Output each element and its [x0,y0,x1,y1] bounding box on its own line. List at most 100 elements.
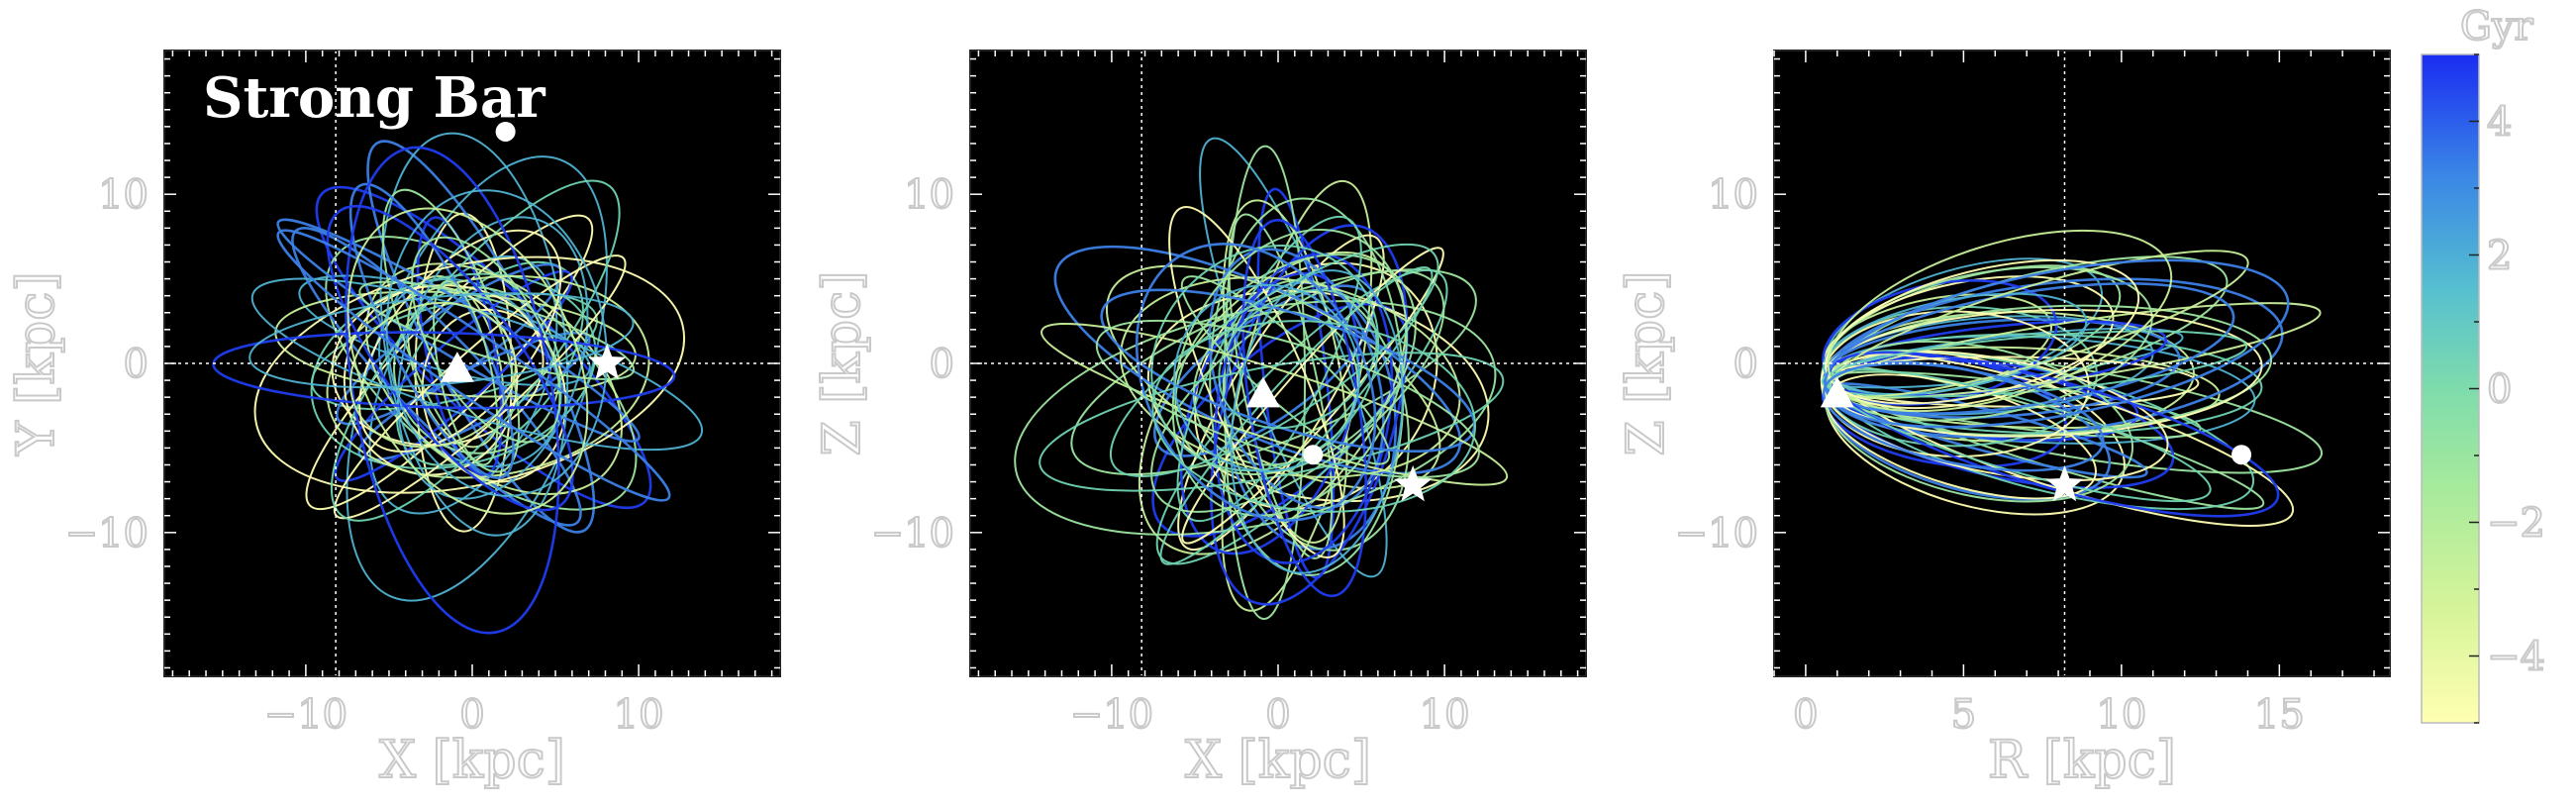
panel-xy: −10 0 10 −10 0 10 Strong Bar X [kpc] Y [kpc] [6,50,781,791]
x-tick-label: 0 [459,692,484,738]
orbit-loop [381,188,521,473]
orbit-loop [326,274,650,479]
triangle-marker [1820,376,1854,408]
orbit-loop [1218,289,1378,430]
orbit-loop [348,182,515,479]
circle-marker [2231,445,2252,465]
x-axis-label-xz: X [kpc] [1185,731,1371,790]
x-axis-label-xy: X [kpc] [379,731,565,790]
orbit-loop [1825,258,2140,405]
colorbar: Gyr 4 2 0 −2 −4 [2421,3,2546,724]
y-axis-label-xy: Y [kpc] [7,271,66,455]
orbit-loop [1228,213,1334,559]
orbit-loop [212,331,676,410]
orbit-loop [330,179,621,522]
y-tick-label: −10 [65,511,149,556]
orbit-loop [1822,361,2105,472]
orbit-loop [396,216,589,500]
y-axis-label-xz: Z [kpc] [813,270,872,455]
orbit-loop [1168,206,1345,559]
colorbar-tick-label: 2 [2487,234,2512,279]
colorbar-tick-label: −2 [2487,501,2545,547]
orbit-loop [348,301,517,449]
orbit-loop [1230,269,1404,574]
y-tick-label: 10 [98,172,149,218]
triangle-marker [1245,376,1280,408]
x-tick-label: 0 [1265,692,1290,738]
x-tick-label: 10 [1420,692,1470,738]
ticks-xz: −10 0 10 −10 0 10 [870,50,1587,739]
orbit-loop [276,229,671,502]
orbit-loop [1100,288,1476,454]
panel-rz: 0 5 10 15 −10 0 10 R [kpc] Z [kpc] [1616,50,2391,791]
sun-star-marker [2045,465,2084,502]
y-tick-label: 0 [1734,342,1758,387]
orbit-loop [1199,137,1388,578]
orbit-loop [1173,283,1361,472]
y-tick-label: −10 [1675,511,1758,556]
orbit-loop [1109,243,1439,477]
ticks-xy: −10 0 10 −10 0 10 [64,50,781,739]
markers-xz [1245,376,1433,502]
orbit-loop [1146,289,1490,503]
reference-lines-xy [164,50,780,676]
orbit-loop [416,216,503,477]
circle-marker [495,121,516,142]
orbit-loop [1208,248,1385,510]
orbit-loop [411,236,561,444]
orbit-loop [1039,352,1505,492]
colorbar-tick-label: 4 [2487,100,2512,146]
orbit-loop [1821,330,2248,398]
orbit-loop [1171,228,1408,517]
panel-annotation: Strong Bar [203,65,546,131]
orbit-loop [1822,292,2088,396]
orbit-loop [1176,215,1362,523]
orbit-loop [1210,224,1409,606]
x-tick-label: −10 [1070,692,1153,738]
orbit-loop [250,277,704,452]
orbits-rz [1820,229,2324,527]
orbit-loop [1829,351,2280,518]
orbit-loop [1095,319,1480,478]
reference-lines-xz [970,50,1586,676]
y-axis-label-rz: Z [kpc] [1617,270,1676,455]
orbit-loop [1181,247,1444,545]
orbit-loop [1179,271,1360,556]
circle-marker [1303,445,1324,465]
colorbar-ticks: 4 2 0 −2 −4 [2469,53,2546,724]
sun-star-marker [588,344,627,380]
x-axis-label-rz: R [kpc] [1988,731,2176,790]
y-tick-label: −10 [871,511,954,556]
orbit-loop [1135,243,1377,522]
triangle-marker [440,352,474,382]
orbit-loop [274,290,637,398]
orbit-loop [1151,320,1476,513]
x-tick-label: 0 [1793,692,1818,738]
y-tick-label: 0 [124,342,149,387]
orbit-loop [358,229,562,453]
orbit-loop [1014,300,1497,536]
orbit-loop [385,189,608,497]
sun-star-marker [1394,465,1433,502]
colorbar-tick-label: −4 [2487,635,2545,680]
x-tick-label: 5 [1951,692,1976,738]
y-tick-label: 10 [1708,172,1758,218]
colorbar-label: Gyr [2460,4,2534,50]
y-tick-label: 10 [904,172,954,218]
orbit-loop [1827,229,2173,413]
markers-rz [1820,376,2252,502]
orbit-loop [1119,276,1461,478]
y-tick-label: 0 [930,342,954,387]
orbit-loop [1174,253,1417,475]
orbits-xz [1014,137,1509,621]
x-tick-label: 10 [2096,692,2146,738]
orbit-loop [1040,322,1509,486]
reference-lines-rz [1774,50,2390,676]
panel-xz: −10 0 10 −10 0 10 X [kpc] Z [kpc] [812,50,1587,791]
x-tick-label: −10 [264,692,347,738]
orbit-loop [379,132,569,537]
x-tick-label: 15 [2254,692,2305,738]
colorbar-tick-label: 0 [2487,367,2512,413]
markers-xy [440,121,627,382]
